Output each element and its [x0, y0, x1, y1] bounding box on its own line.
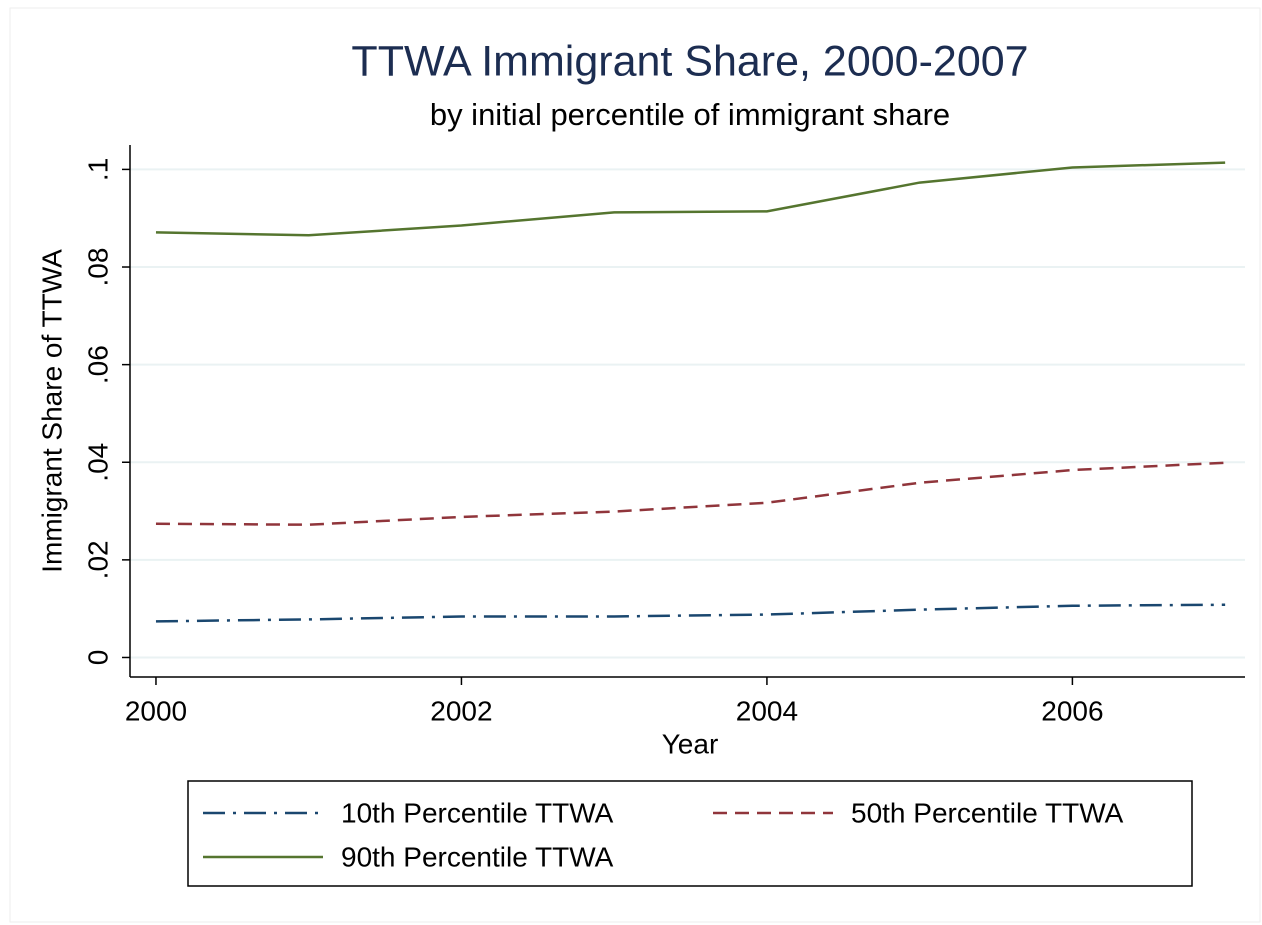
x-tick-label: 2004: [736, 695, 798, 726]
series-line: [155, 161, 1226, 237]
legend-label: 50th Percentile TTWA: [851, 797, 1124, 828]
chart-subtitle: by initial percentile of immigrant share: [430, 97, 950, 132]
x-tick-label: 2002: [430, 695, 492, 726]
legend-label: 10th Percentile TTWA: [341, 797, 614, 828]
chart-background: [9, 7, 1261, 923]
legend-label: 90th Percentile TTWA: [341, 841, 614, 872]
legend-box: [187, 780, 1193, 887]
x-tick-label: 2000: [125, 695, 187, 726]
series-line: [155, 603, 1226, 623]
y-tick-label: .1: [82, 158, 113, 181]
y-tick-label: 0: [82, 650, 113, 666]
x-axis-label: Year: [662, 728, 719, 759]
x-tick-label: 2006: [1041, 695, 1103, 726]
y-tick-label: .08: [82, 248, 113, 287]
series-line: [155, 461, 1226, 526]
chart-title: TTWA Immigrant Share, 2000-2007: [351, 37, 1028, 85]
y-tick-label: .06: [82, 345, 113, 384]
y-tick-label: .02: [82, 540, 113, 579]
y-axis-label: Immigrant Share of TTWA: [36, 249, 67, 573]
y-tick-label: .04: [82, 443, 113, 482]
